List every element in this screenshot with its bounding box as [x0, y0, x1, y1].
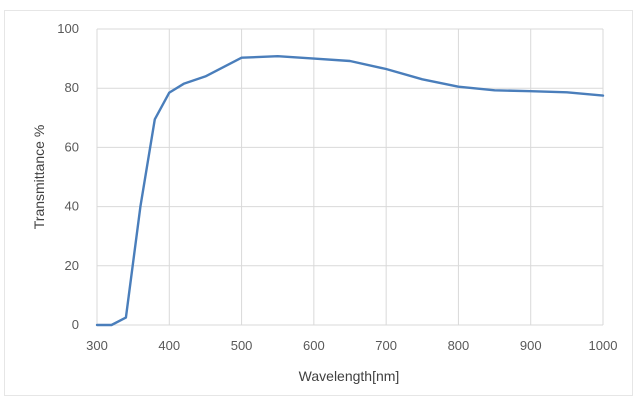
x-tick-label: 500 [231, 338, 253, 353]
x-tick-label: 1000 [589, 338, 618, 353]
y-axis-label: Transmittance % [31, 125, 47, 230]
x-tick-label: 800 [448, 338, 470, 353]
y-tick-label: 0 [72, 317, 79, 332]
y-tick-label: 60 [65, 139, 79, 154]
y-tick-label: 20 [65, 258, 79, 273]
x-tick-label: 300 [86, 338, 108, 353]
grid [96, 28, 604, 326]
x-tick-label: 700 [375, 338, 397, 353]
x-axis-ticks: 300 400 500 600 700 800 900 1000 [86, 338, 617, 353]
x-tick-label: 900 [520, 338, 542, 353]
y-tick-label: 40 [65, 199, 79, 214]
chart-frame [4, 10, 633, 396]
series-line [95, 55, 605, 327]
y-tick-label: 100 [57, 21, 79, 36]
x-tick-label: 400 [158, 338, 180, 353]
y-axis-ticks: 0 20 40 60 80 100 [57, 21, 79, 332]
y-tick-label: 80 [65, 80, 79, 95]
x-tick-label: 600 [303, 338, 325, 353]
series-lines [95, 55, 605, 327]
x-axis-label: Wavelength[nm] [299, 368, 400, 384]
